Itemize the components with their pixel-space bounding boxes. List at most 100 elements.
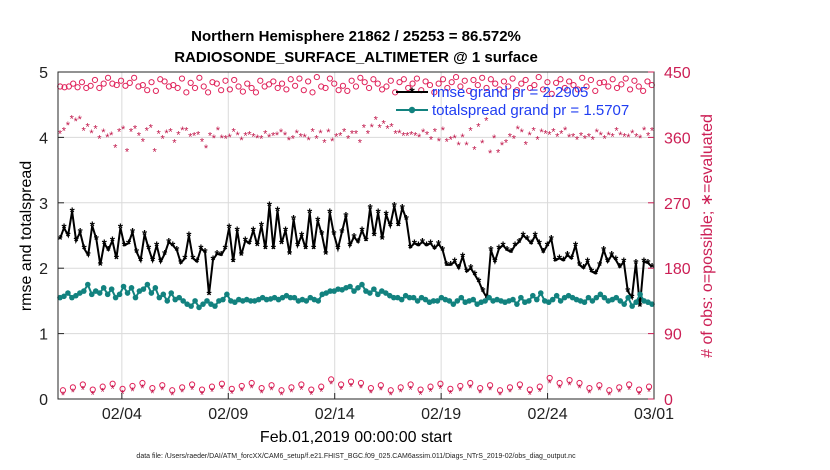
point-rmse: *: [372, 229, 378, 244]
point-totalspread: [371, 286, 377, 292]
point-bottom-possible: [119, 385, 126, 392]
point-totalspread: [518, 294, 524, 301]
y-tick-label-right: 270: [664, 196, 691, 213]
point-evaluated: *: [295, 128, 300, 140]
point-totalspread: [351, 288, 357, 294]
point-evaluated: *: [318, 128, 323, 140]
point-evaluated: *: [575, 134, 580, 146]
point-bottom-evaluated: *: [379, 385, 384, 397]
point-bottom-possible: [159, 382, 166, 389]
point-bottom-possible: [437, 380, 444, 387]
point-possible: [409, 80, 416, 87]
point-bottom-evaluated: *: [438, 384, 443, 396]
point-totalspread: [180, 298, 186, 304]
point-evaluated: *: [520, 127, 525, 139]
point-totalspread: [633, 299, 639, 306]
point-evaluated: *: [374, 115, 379, 127]
point-bottom-possible: [417, 386, 424, 393]
x-tick-label: 02/09: [208, 406, 248, 423]
point-rmse: *: [178, 256, 184, 271]
point-evaluated: *: [89, 128, 94, 140]
point-bottom-possible: [179, 384, 186, 391]
point-evaluated: *: [303, 132, 308, 144]
point-possible: [631, 77, 638, 84]
point-possible: [305, 78, 312, 85]
point-rmse: *: [166, 235, 172, 250]
point-possible: [248, 84, 255, 92]
point-rmse: *: [621, 255, 627, 270]
point-rmse: *: [311, 242, 317, 257]
point-bottom-possible: [457, 382, 464, 390]
point-evaluated: *: [133, 123, 138, 135]
point-totalspread: [581, 299, 588, 306]
point-bottom-evaluated: *: [428, 387, 433, 399]
point-bottom-evaluated: *: [418, 389, 423, 401]
point-rmse: *: [404, 212, 410, 227]
point-bottom-possible: [278, 387, 285, 394]
point-rmse: *: [444, 258, 450, 273]
point-totalspread: [398, 296, 405, 303]
series-rmse: ****************************************…: [57, 198, 655, 314]
point-totalspread: [414, 298, 421, 304]
point-totalspread: [410, 294, 417, 301]
point-evaluated: *: [606, 130, 611, 142]
point-possible: [531, 81, 538, 89]
point-rmse: *: [496, 242, 502, 257]
point-rmse: *: [440, 243, 446, 258]
point-evaluated: *: [583, 134, 588, 146]
point-totalspread: [347, 283, 353, 290]
y-tick-label: 3: [39, 196, 48, 213]
point-rmse: *: [279, 236, 285, 251]
point-rmse: *: [456, 261, 462, 276]
point-bottom-possible: [258, 385, 265, 392]
point-totalspread: [510, 296, 516, 303]
point-bottom-evaluated: *: [587, 388, 592, 400]
point-bottom-evaluated: *: [269, 385, 274, 397]
point-rmse: *: [78, 225, 84, 240]
point-evaluated: *: [437, 136, 442, 148]
point-possible: [313, 73, 320, 81]
point-possible: [587, 76, 595, 84]
point-rmse: *: [545, 238, 551, 253]
point-evaluated: *: [381, 118, 386, 130]
point-evaluated: *: [397, 128, 402, 140]
point-totalspread: [196, 304, 202, 311]
point-evaluated: *: [145, 126, 150, 138]
point-totalspread: [192, 298, 198, 304]
point-rmse: *: [307, 206, 313, 221]
point-possible: [244, 80, 251, 87]
point-bottom-evaluated: *: [597, 385, 602, 397]
x-axis-label: Feb.01,2019 00:00:00 start: [260, 429, 453, 446]
point-evaluated: *: [358, 137, 363, 149]
point-possible: [618, 81, 625, 88]
point-bottom-possible: [427, 383, 434, 390]
series-totalspread: [57, 281, 655, 311]
point-rmse: *: [130, 225, 136, 240]
point-rmse: *: [74, 234, 80, 249]
point-possible: [505, 83, 512, 90]
point-bottom-evaluated: *: [230, 389, 235, 401]
point-evaluated: *: [239, 135, 244, 147]
point-totalspread: [637, 291, 643, 298]
point-evaluated: *: [401, 131, 406, 143]
point-rmse: *: [98, 258, 104, 273]
point-evaluated: *: [97, 134, 102, 146]
point-totalspread: [613, 294, 620, 301]
point-evaluated: *: [129, 126, 134, 138]
point-bottom-evaluated: *: [220, 384, 225, 396]
point-bottom-evaluated: *: [349, 381, 354, 393]
point-evaluated: *: [642, 125, 647, 137]
point-evaluated: *: [78, 114, 83, 126]
point-rmse: *: [202, 245, 208, 260]
point-totalspread: [96, 290, 103, 296]
point-rmse: *: [585, 255, 591, 270]
point-possible: [387, 77, 394, 84]
point-bottom-possible: [556, 379, 563, 387]
point-totalspread: [649, 301, 655, 307]
point-possible: [374, 80, 381, 87]
point-evaluated: *: [464, 140, 469, 152]
point-rmse: *: [62, 221, 68, 236]
point-evaluated: *: [251, 131, 256, 143]
point-rmse: *: [86, 248, 92, 263]
